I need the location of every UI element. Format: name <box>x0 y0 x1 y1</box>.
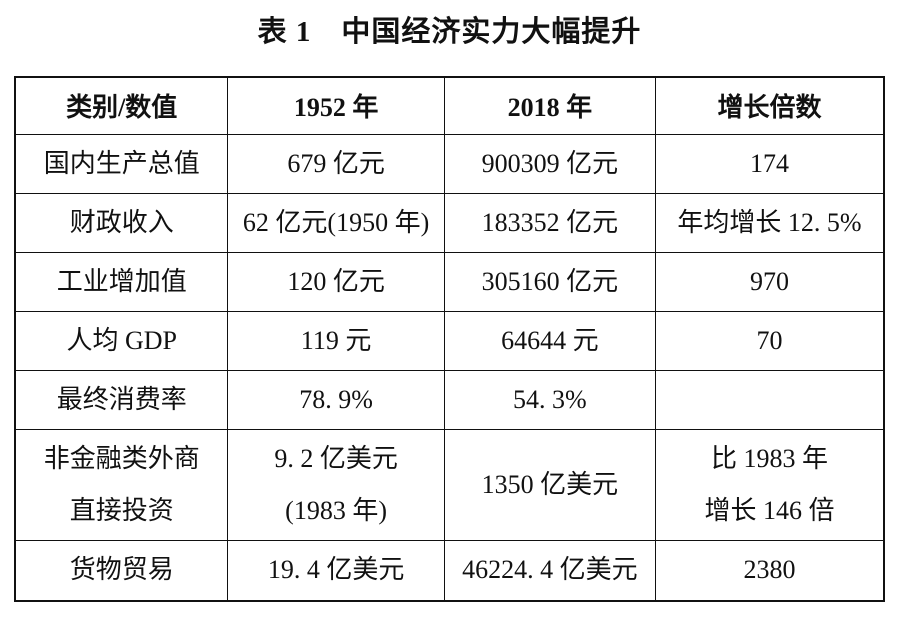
cell-line: 国内生产总值 <box>43 148 200 178</box>
body-cell: 货物贸易 <box>14 539 229 602</box>
cell-line: 70 <box>756 325 783 355</box>
table-row: 工业增加值 120 亿元 305160 亿元 970 <box>14 251 885 312</box>
cell-line: 人均 GDP <box>66 325 177 355</box>
cell-line: 比 1983 年 <box>710 443 828 473</box>
header-cell: 2018 年 <box>443 76 656 135</box>
cell-line: 2380 <box>743 555 796 585</box>
body-cell: 62 亿元(1950 年) <box>227 192 445 253</box>
cell-line: 54. 3% <box>513 384 587 414</box>
cell-line: 增长 146 倍 <box>704 495 835 525</box>
cell-line: 财政收入 <box>69 207 174 237</box>
cell-line: 62 亿元(1950 年) <box>242 207 430 237</box>
body-cell <box>654 369 885 430</box>
economic-strength-table: 类别/数值 1952 年 2018 年增长倍数 国内生产总值 679 亿元 900309… <box>14 76 885 602</box>
table-row: 非金融类外商 直接投资 9. 2 亿美元 (1983 年) 1350 亿美元 比 1983… <box>14 428 885 541</box>
body-cell: 70 <box>654 310 885 371</box>
body-cell: 年均增长 12. 5% <box>654 192 885 253</box>
body-cell: 54. 3% <box>443 369 656 430</box>
body-cell: 970 <box>654 251 885 312</box>
body-cell: 900309 亿元 <box>443 133 656 194</box>
table-row: 国内生产总值 679 亿元 900309 亿元 174 <box>14 133 885 194</box>
table-row: 货物贸易 19. 4 亿美元 46224. 4 亿美元 2380 <box>14 539 885 602</box>
cell-line: 78. 9% <box>299 384 373 414</box>
cell-line: 183352 亿元 <box>481 207 619 237</box>
cell-line: 119 元 <box>300 325 372 355</box>
cell-line: 直接投资 <box>69 495 174 525</box>
body-cell: 120 亿元 <box>227 251 445 312</box>
cell-line: (1983 年) <box>285 495 387 525</box>
body-cell: 比 1983 年增长 146 倍 <box>654 428 885 541</box>
cell-line: 900309 亿元 <box>481 148 619 178</box>
cell-line: 46224. 4 亿美元 <box>462 555 638 585</box>
header-row: 类别/数值 1952 年 2018 年增长倍数 <box>14 76 885 135</box>
body-cell: 305160 亿元 <box>443 251 656 312</box>
table-row: 人均 GDP 119 元 64644 元 70 <box>14 310 885 371</box>
body-cell: 工业增加值 <box>14 251 229 312</box>
body-cell: 64644 元 <box>443 310 656 371</box>
body-cell: 46224. 4 亿美元 <box>443 539 656 602</box>
table-body: 国内生产总值 679 亿元 900309 亿元 174 财政收入 62 亿元(1950 年… <box>14 133 885 602</box>
cell-line: 970 <box>749 266 789 296</box>
body-cell: 174 <box>654 133 885 194</box>
body-cell: 2380 <box>654 539 885 602</box>
cell-line: 工业增加值 <box>56 266 187 296</box>
cell-line: 64644 元 <box>501 325 599 355</box>
body-cell: 财政收入 <box>14 192 229 253</box>
body-cell: 人均 GDP <box>14 310 229 371</box>
cell-line: 货物贸易 <box>69 555 174 585</box>
cell-line: 120 亿元 <box>287 266 385 296</box>
body-cell: 119 元 <box>227 310 445 371</box>
table-title: 表 1 中国经济实力大幅提升 <box>257 16 642 48</box>
header-cell: 增长倍数 <box>654 76 885 135</box>
body-cell: 679 亿元 <box>227 133 445 194</box>
cell-line: 非金融类外商 <box>43 443 200 473</box>
body-cell: 1350 亿美元 <box>443 428 656 541</box>
header-cell: 1952 年 <box>227 76 445 135</box>
table-row: 财政收入 62 亿元(1950 年) 183352 亿元 年均增长 12. 5% <box>14 192 885 253</box>
header-cell: 类别/数值 <box>14 76 229 135</box>
cell-line: 174 <box>749 148 789 178</box>
body-cell: 非金融类外商 直接投资 <box>14 428 229 541</box>
body-cell: 国内生产总值 <box>14 133 229 194</box>
body-cell: 19. 4 亿美元 <box>227 539 445 602</box>
body-cell: 183352 亿元 <box>443 192 656 253</box>
cell-line: 19. 4 亿美元 <box>267 555 405 585</box>
table-header: 类别/数值 1952 年 2018 年增长倍数 <box>14 76 885 135</box>
cell-line: 679 亿元 <box>287 148 385 178</box>
table-row: 最终消费率 78. 9% 54. 3% <box>14 369 885 430</box>
cell-line: 9. 2 亿美元 <box>274 443 398 473</box>
cell-line: 最终消费率 <box>56 384 187 414</box>
cell-line: 1350 亿美元 <box>481 469 619 499</box>
body-cell: 78. 9% <box>227 369 445 430</box>
cell-line: 年均增长 12. 5% <box>677 207 862 237</box>
body-cell: 9. 2 亿美元 (1983 年) <box>227 428 445 541</box>
body-cell: 最终消费率 <box>14 369 229 430</box>
cell-line: 305160 亿元 <box>481 266 619 296</box>
